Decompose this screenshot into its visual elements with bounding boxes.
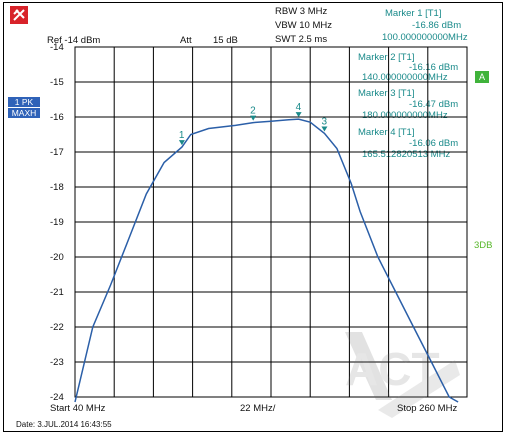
y-tick-label: -15 bbox=[50, 77, 64, 88]
marker-4-symbol bbox=[295, 112, 302, 118]
marker3-freq: 180.000000000MHz bbox=[362, 110, 448, 121]
y-tick-label: -23 bbox=[50, 357, 64, 368]
trace-detector-badge[interactable]: MAXH bbox=[8, 108, 40, 118]
screen-frame bbox=[3, 2, 503, 432]
marker2-freq: 140.000000000MHz bbox=[362, 72, 448, 83]
marker1-level: -16.86 dBm bbox=[412, 20, 462, 31]
db-indicator: 3DB bbox=[474, 240, 493, 251]
marker-3-symbol bbox=[321, 126, 328, 132]
marker4-freq: 165.512820513 MHz bbox=[362, 149, 451, 160]
y-tick-label: -21 bbox=[50, 287, 64, 298]
marker1-title: Marker 1 [T1] bbox=[385, 8, 442, 19]
svg-text:ACT: ACT bbox=[345, 343, 440, 395]
y-tick-label: -20 bbox=[50, 252, 64, 263]
marker-2-label: 2 bbox=[250, 106, 256, 117]
swt-readout: SWT 2.5 ms bbox=[275, 34, 328, 45]
y-tick-label: -24 bbox=[50, 392, 64, 403]
marker2-level: -16.16 dBm bbox=[409, 62, 459, 73]
analyzer-logo bbox=[10, 6, 28, 24]
y-tick-label: -16 bbox=[50, 112, 64, 123]
marker4-title: Marker 4 [T1] bbox=[358, 127, 415, 138]
trace-mode-badge[interactable]: 1 PK bbox=[8, 97, 40, 107]
att-label: Att bbox=[180, 35, 192, 46]
act-watermark: ACT bbox=[345, 332, 460, 418]
y-tick-label: -18 bbox=[50, 182, 64, 193]
marker-2-symbol bbox=[250, 115, 257, 121]
y-tick-label: -22 bbox=[50, 322, 64, 333]
marker2-title: Marker 2 [T1] bbox=[358, 52, 415, 63]
date-stamp: Date: 3.JUL.2014 16:43:55 bbox=[16, 420, 112, 429]
y-tick-label: -14 bbox=[50, 42, 64, 53]
att-value: 15 dB bbox=[213, 35, 238, 46]
span-per-div: 22 MHz/ bbox=[240, 403, 276, 414]
ref-level: Ref -14 dBm bbox=[47, 35, 101, 46]
stop-frequency: Stop 260 MHz bbox=[397, 403, 458, 414]
a-indicator-box: A bbox=[475, 71, 489, 83]
marker-points: 1 2 4 3 bbox=[178, 102, 328, 146]
marker3-title: Marker 3 [T1] bbox=[358, 88, 415, 99]
marker1-freq: 100.000000000MHz bbox=[382, 32, 468, 43]
rbw-readout: RBW 3 MHz bbox=[275, 6, 328, 17]
marker-3-label: 3 bbox=[321, 116, 327, 127]
marker-1-symbol bbox=[178, 140, 185, 146]
marker3-level: -16.47 dBm bbox=[409, 99, 459, 110]
marker-4-label: 4 bbox=[296, 102, 302, 113]
y-tick-label: -17 bbox=[50, 147, 64, 158]
marker-1-label: 1 bbox=[179, 130, 185, 141]
marker4-level: -16.06 dBm bbox=[409, 138, 459, 149]
vbw-readout: VBW 10 MHz bbox=[275, 20, 333, 31]
plot-grid bbox=[74, 46, 468, 398]
start-frequency: Start 40 MHz bbox=[50, 403, 106, 414]
spectrum-trace bbox=[74, 118, 459, 403]
y-tick-label: -19 bbox=[50, 217, 64, 228]
